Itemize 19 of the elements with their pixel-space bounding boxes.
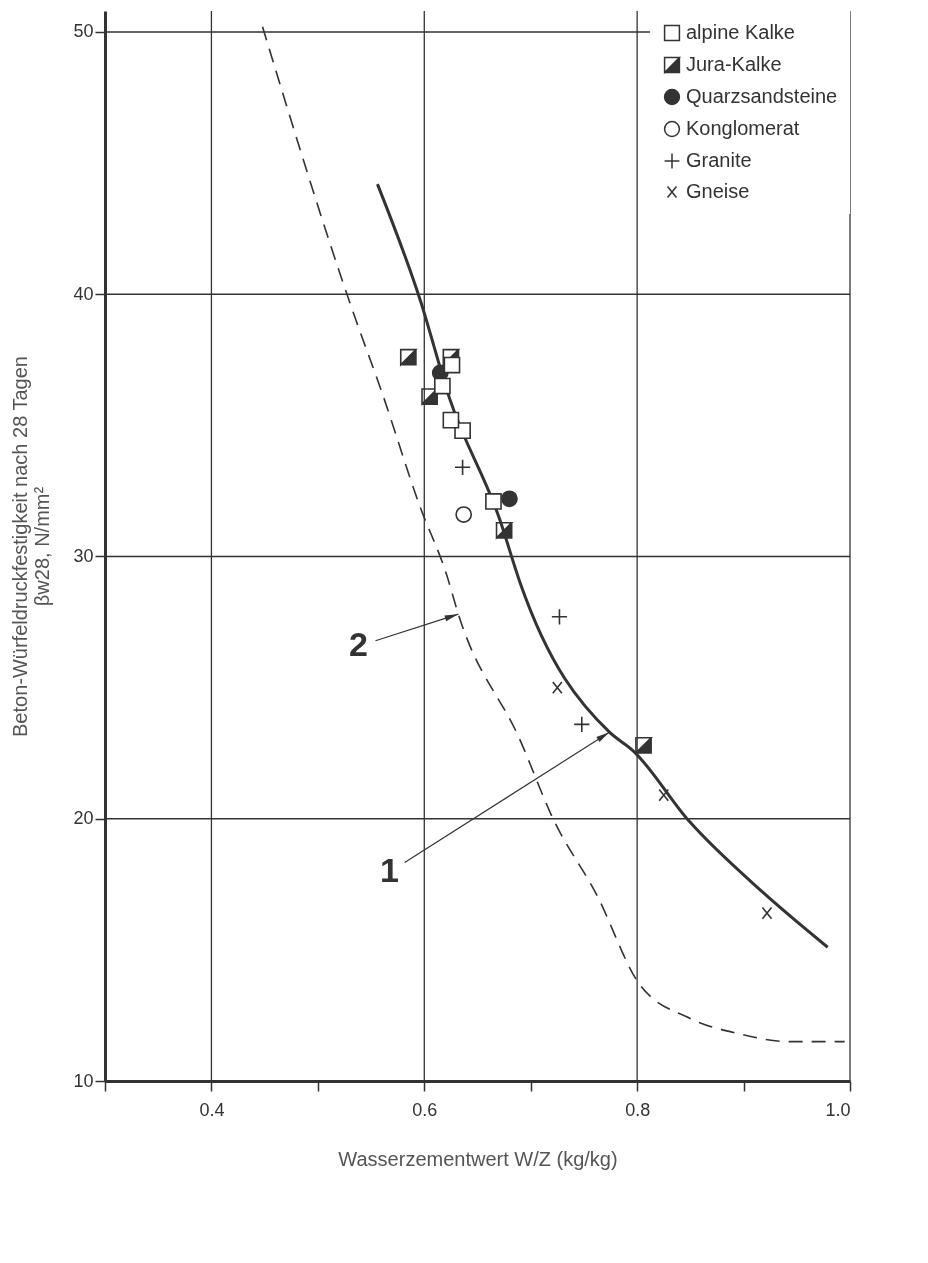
x-tick-label: 0.4 <box>199 1099 225 1120</box>
legend-label: Granite <box>686 149 752 171</box>
legend-label: Konglomerat <box>686 117 800 139</box>
y-tick-label: 30 <box>73 545 94 566</box>
legend-label: Gneise <box>686 180 750 202</box>
x-axis-title: Wasserzementwert W/Z (kg/kg) <box>338 1147 618 1170</box>
x-tick-label: 1.0 <box>825 1099 851 1120</box>
annotation: 2 <box>348 625 368 664</box>
y-tick-label: 40 <box>73 283 94 304</box>
x-tick-label: 0.8 <box>625 1099 651 1120</box>
legend-label: Quarzsandsteine <box>686 85 838 107</box>
y-tick-label: 20 <box>73 808 94 829</box>
annotation: 1 <box>380 851 399 890</box>
y-tick-label: 50 <box>73 21 94 42</box>
legend-label: alpine Kalke <box>686 21 795 43</box>
y-tick-label: 10 <box>73 1070 94 1091</box>
y-axis-title: Beton-Würfeldruckfestigkeit nach 28 Tagen βw28, N/mm² <box>9 356 54 737</box>
legend-label: Jura-Kalke <box>686 53 782 75</box>
x-tick-label: 0.6 <box>412 1099 438 1120</box>
